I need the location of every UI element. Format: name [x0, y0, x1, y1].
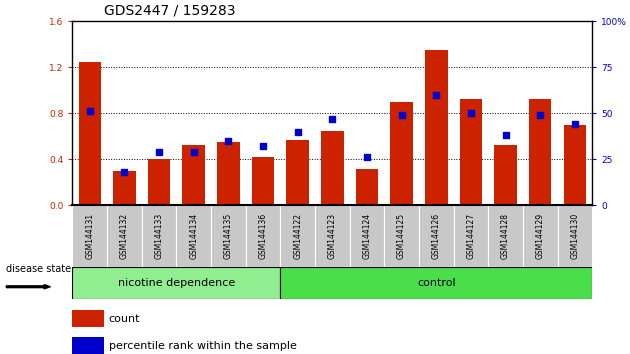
Point — [466, 110, 476, 116]
Bar — [183, 145, 205, 205]
Text: GSM144131: GSM144131 — [85, 213, 94, 259]
Bar — [72, 267, 280, 299]
Bar — [495, 145, 517, 205]
Bar — [280, 267, 592, 299]
Point — [431, 92, 441, 98]
Text: GSM144129: GSM144129 — [536, 213, 545, 259]
Bar — [523, 205, 558, 267]
Point — [188, 149, 198, 155]
Text: GSM144127: GSM144127 — [466, 213, 476, 259]
Bar — [217, 142, 239, 205]
Text: GSM144130: GSM144130 — [570, 213, 580, 259]
Bar — [79, 62, 101, 205]
Bar — [107, 205, 142, 267]
Point — [223, 138, 233, 144]
Bar — [315, 205, 350, 267]
Text: GSM144133: GSM144133 — [154, 213, 164, 259]
Bar — [564, 125, 586, 205]
Text: control: control — [417, 278, 455, 288]
Point — [154, 149, 164, 155]
Bar — [142, 205, 176, 267]
Bar — [460, 99, 482, 205]
Bar — [321, 131, 343, 205]
Bar — [419, 205, 454, 267]
Bar — [384, 205, 419, 267]
Text: GSM144134: GSM144134 — [189, 213, 198, 259]
Text: GSM144135: GSM144135 — [224, 213, 233, 259]
Text: nicotine dependence: nicotine dependence — [118, 278, 235, 288]
Bar — [280, 205, 315, 267]
Bar — [113, 171, 135, 205]
Bar — [488, 205, 523, 267]
Bar — [72, 337, 103, 354]
Point — [535, 112, 545, 118]
Point — [500, 132, 510, 138]
Text: GDS2447 / 159283: GDS2447 / 159283 — [104, 4, 236, 18]
Text: count: count — [109, 314, 140, 324]
Bar — [211, 205, 246, 267]
Point — [327, 116, 337, 122]
Text: disease state: disease state — [6, 264, 71, 274]
Bar — [425, 50, 447, 205]
Point — [396, 112, 406, 118]
Point — [84, 109, 95, 114]
Bar — [529, 99, 551, 205]
Bar — [454, 205, 488, 267]
Bar — [72, 310, 103, 327]
Bar — [350, 205, 384, 267]
Bar — [176, 205, 211, 267]
Text: GSM144125: GSM144125 — [397, 213, 406, 259]
Text: GSM144136: GSM144136 — [258, 213, 268, 259]
Bar — [287, 140, 309, 205]
Point — [570, 121, 580, 127]
Bar — [558, 205, 592, 267]
Text: GSM144124: GSM144124 — [362, 213, 372, 259]
Text: GSM144128: GSM144128 — [501, 213, 510, 259]
Text: GSM144123: GSM144123 — [328, 213, 337, 259]
Bar — [246, 205, 280, 267]
Point — [120, 169, 130, 175]
Text: GSM144122: GSM144122 — [293, 213, 302, 259]
Bar — [252, 157, 274, 205]
Text: GSM144132: GSM144132 — [120, 213, 129, 259]
Bar — [148, 159, 170, 205]
Bar — [356, 169, 378, 205]
Point — [258, 144, 268, 149]
Bar — [391, 102, 413, 205]
Point — [292, 129, 302, 135]
Text: GSM144126: GSM144126 — [432, 213, 441, 259]
Point — [362, 155, 372, 160]
Bar — [72, 205, 107, 267]
Text: percentile rank within the sample: percentile rank within the sample — [109, 341, 297, 351]
